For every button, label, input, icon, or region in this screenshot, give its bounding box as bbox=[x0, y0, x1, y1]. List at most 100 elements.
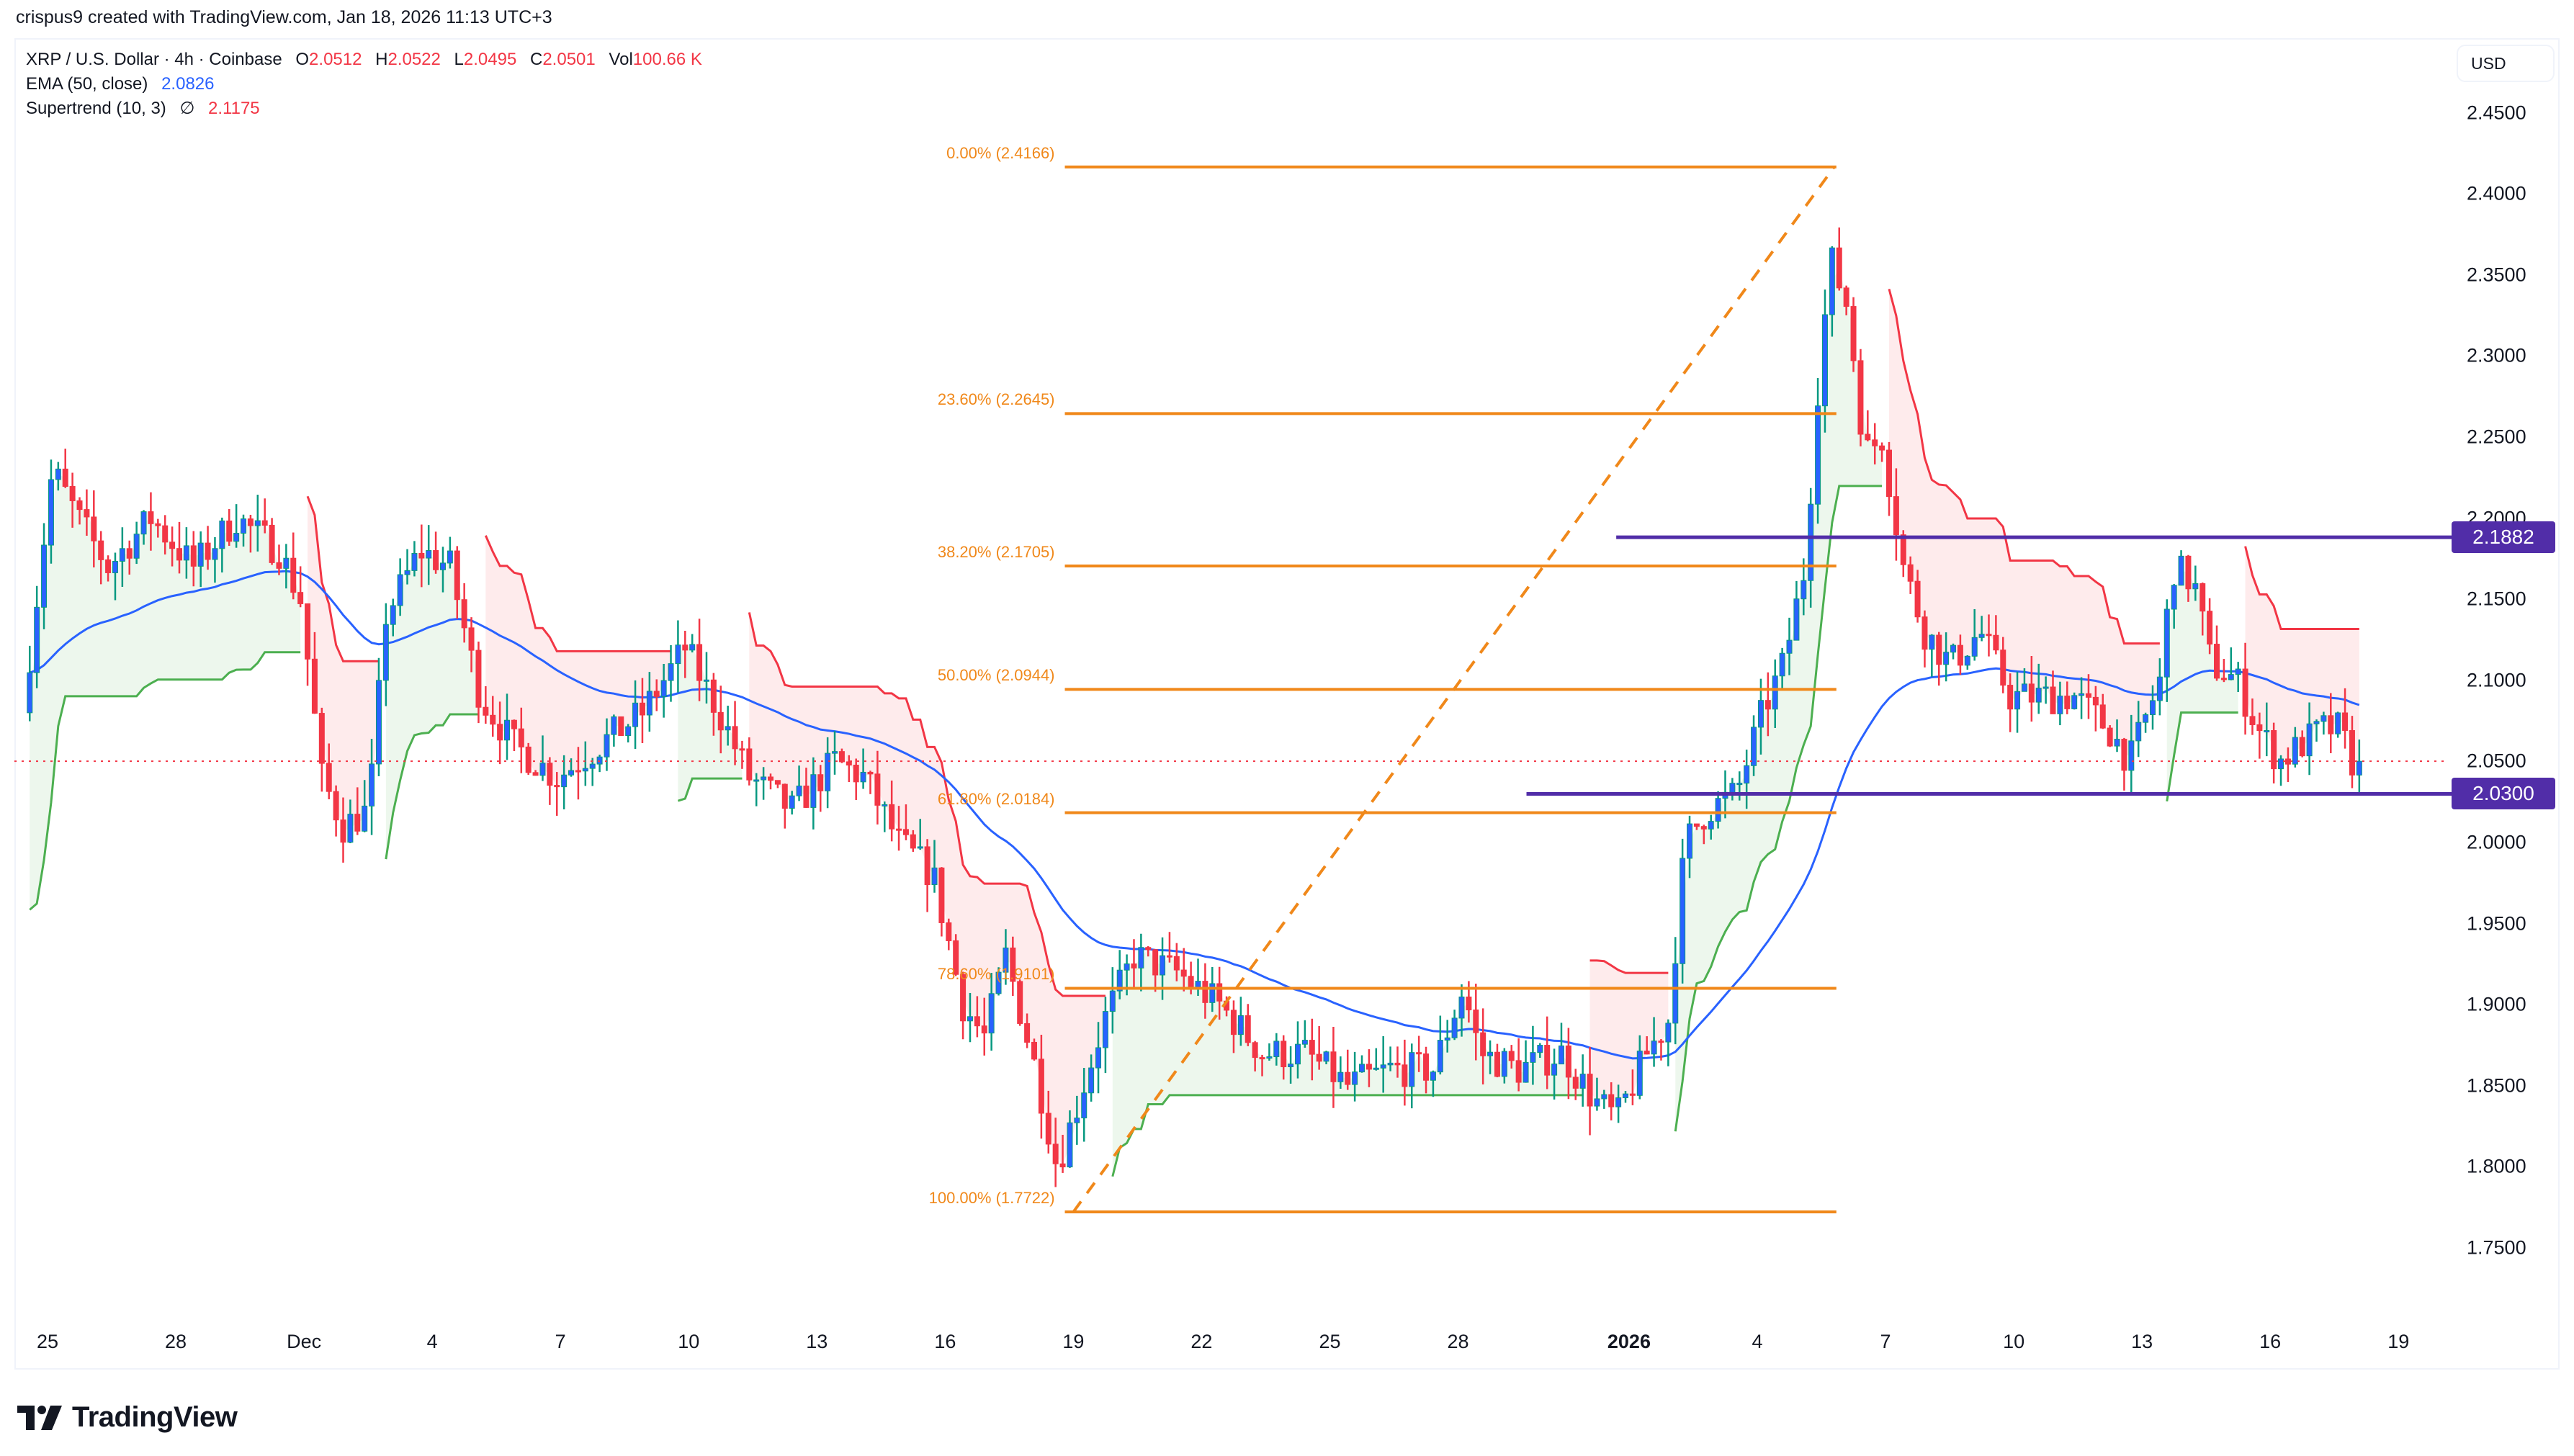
candle-body bbox=[2099, 704, 2106, 729]
candle-body bbox=[1700, 826, 1707, 830]
currency-button[interactable]: USD bbox=[2457, 45, 2555, 82]
candle-body bbox=[1173, 956, 1180, 971]
candle-body bbox=[1273, 1041, 1280, 1058]
candle-body bbox=[789, 795, 795, 809]
low-label: L bbox=[454, 50, 464, 69]
candle-body bbox=[561, 774, 568, 788]
candle-body bbox=[1615, 1097, 1622, 1107]
candle-body bbox=[418, 552, 425, 559]
candle-body bbox=[1466, 997, 1472, 1011]
candle-body bbox=[1729, 783, 1736, 793]
x-tick-label: 16 bbox=[934, 1331, 956, 1352]
y-tick-label: 2.4500 bbox=[2467, 102, 2526, 124]
candle-body bbox=[98, 540, 104, 560]
candle-body bbox=[1031, 1041, 1037, 1060]
supertrend-down-line bbox=[1888, 289, 2160, 645]
candle-body bbox=[1458, 997, 1465, 1019]
candle-body bbox=[618, 716, 624, 737]
candle-body bbox=[582, 768, 588, 772]
supertrend-up-line bbox=[1111, 1094, 1583, 1177]
candle-body bbox=[475, 650, 482, 708]
candle-body bbox=[1209, 983, 1216, 1003]
candle-body bbox=[960, 974, 967, 1022]
candle-body bbox=[568, 770, 575, 776]
candle-body bbox=[347, 814, 354, 843]
candle-body bbox=[995, 971, 1002, 994]
hidden-empty-set-icon[interactable]: ∅ bbox=[179, 99, 195, 118]
candle-body bbox=[1416, 1052, 1422, 1055]
candle-body bbox=[1359, 1064, 1366, 1073]
candle-body bbox=[1480, 1032, 1486, 1056]
candle-body bbox=[874, 773, 881, 806]
supertrend-down-line bbox=[2244, 546, 2359, 631]
x-tick-label: 13 bbox=[806, 1331, 828, 1352]
candle-body bbox=[1879, 445, 1885, 451]
candle-body bbox=[148, 511, 154, 524]
candle-body bbox=[276, 562, 282, 569]
x-tick-label: 19 bbox=[1062, 1331, 1085, 1352]
x-tick-label: 28 bbox=[165, 1331, 187, 1352]
candle-body bbox=[1779, 652, 1785, 677]
candle-body bbox=[1537, 1045, 1543, 1053]
candle-body bbox=[34, 606, 40, 673]
candle-body bbox=[1487, 1051, 1494, 1056]
candle-body bbox=[1501, 1051, 1507, 1077]
candle-body bbox=[1387, 1062, 1394, 1066]
volume-value: 100.66 K bbox=[632, 50, 702, 69]
candle-body bbox=[1024, 1023, 1031, 1043]
candle-body bbox=[1623, 1093, 1629, 1099]
candle-body bbox=[1180, 969, 1187, 977]
candle-body bbox=[1259, 1057, 1265, 1060]
candle-body bbox=[1893, 496, 1899, 536]
chart-credit: crispus9 created with TradingView.com, J… bbox=[16, 7, 552, 27]
chart-frame[interactable] bbox=[14, 38, 2560, 1370]
candle-body bbox=[1558, 1045, 1564, 1065]
candle-body bbox=[682, 644, 689, 651]
candle-body bbox=[604, 734, 610, 758]
candle-body bbox=[1601, 1094, 1607, 1100]
candle-body bbox=[1116, 969, 1123, 992]
symbol-title: XRP / U.S. Dollar · 4h · Coinbase bbox=[26, 50, 282, 69]
x-tick-label: 25 bbox=[1319, 1331, 1341, 1352]
candle-body bbox=[1744, 765, 1750, 784]
candle-body bbox=[2128, 740, 2135, 771]
candle-body bbox=[2085, 693, 2091, 698]
candle-body bbox=[1907, 564, 1914, 582]
legend-ema-row[interactable]: EMA (50, close) 2.0826 bbox=[26, 72, 702, 96]
supertrend-down-line bbox=[306, 495, 379, 662]
y-tick-label: 1.7500 bbox=[2467, 1236, 2526, 1259]
fib-trend-line bbox=[1072, 166, 1836, 1213]
candle-body bbox=[1971, 637, 1978, 657]
candle-body bbox=[91, 516, 97, 541]
candle-body bbox=[404, 570, 411, 575]
legend-symbol-row[interactable]: XRP / U.S. Dollar · 4h · Coinbase O2.051… bbox=[26, 48, 702, 72]
candle-body bbox=[1936, 634, 1942, 665]
x-tick-label: Dec bbox=[287, 1331, 322, 1352]
candle-body bbox=[2135, 722, 2142, 742]
candle-body bbox=[454, 550, 460, 601]
candle-body bbox=[2035, 688, 2042, 703]
candle-body bbox=[2199, 583, 2206, 612]
candle-body bbox=[1801, 580, 1807, 600]
candle-body bbox=[1523, 1061, 1529, 1083]
y-tick-label: 2.2500 bbox=[2467, 426, 2526, 448]
candle-body bbox=[2028, 683, 2035, 703]
candle-body bbox=[326, 763, 332, 792]
candle-body bbox=[1124, 963, 1130, 971]
y-tick-label: 2.3000 bbox=[2467, 344, 2526, 367]
candle-body bbox=[1010, 947, 1016, 982]
candle-body bbox=[461, 599, 467, 629]
candle-body bbox=[1693, 823, 1700, 827]
candle-body bbox=[1003, 947, 1009, 973]
candle-body bbox=[518, 728, 524, 747]
supertrend-label: Supertrend (10, 3) bbox=[26, 99, 166, 118]
legend-supertrend-row[interactable]: Supertrend (10, 3) ∅ 2.1175 bbox=[26, 96, 702, 121]
candle-body bbox=[953, 940, 959, 975]
y-tick-label: 1.9000 bbox=[2467, 993, 2526, 1015]
candle-body bbox=[668, 663, 674, 681]
candle-body bbox=[696, 644, 703, 681]
candle-body bbox=[2021, 683, 2027, 692]
candle-body bbox=[169, 541, 176, 549]
candle-body bbox=[803, 786, 810, 808]
